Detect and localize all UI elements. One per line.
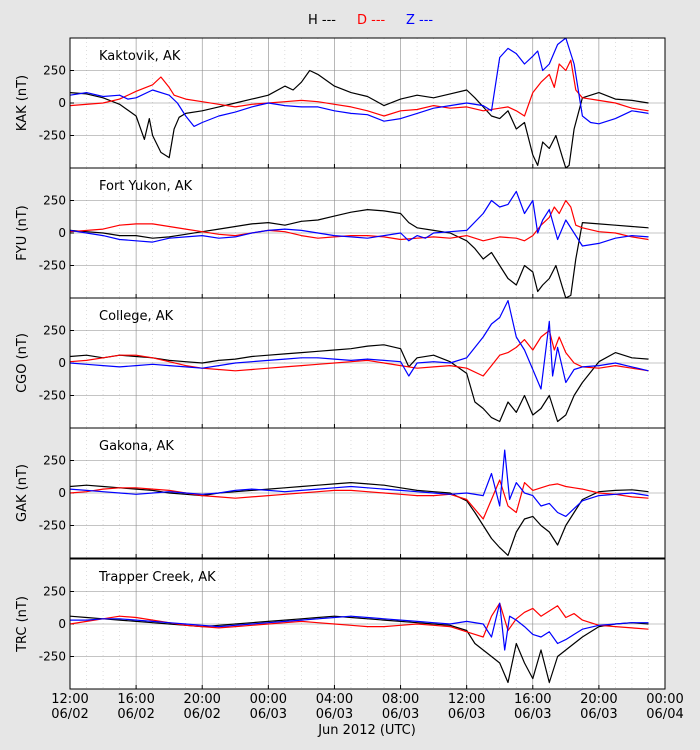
legend: H --- D --- Z --- [308, 13, 433, 28]
x-tick-date: 06/03 [580, 707, 617, 722]
panel-cgo: 250 0 -250 College, AK CGO (nT) [15, 297, 666, 429]
series-h-line [70, 482, 649, 557]
legend-entry-d: D --- [357, 13, 386, 28]
x-tick-date: 06/03 [250, 707, 287, 722]
series-group [70, 300, 649, 423]
series-h-line [70, 344, 649, 423]
panel-frame [69, 558, 666, 690]
x-tick-time: 12:00 [51, 692, 88, 707]
series-z-line [70, 602, 649, 651]
panel-fyu: 250 0 -250 Fort Yukon, AK FYU (nT) [15, 167, 666, 299]
series-h-line [70, 69, 649, 168]
y-tick-label: 0 [58, 356, 66, 370]
series-d-line [70, 59, 649, 117]
x-tick-time: 16:00 [514, 692, 551, 707]
x-tick-time: 20:00 [183, 692, 220, 707]
panel-gak: 250 0 -250 Gakona, AK GAK (nT) [15, 427, 666, 559]
y-tick-label: 250 [43, 64, 66, 78]
x-tick-date: 06/02 [183, 707, 220, 722]
series-z-line [70, 449, 649, 518]
station-name: College, AK [99, 309, 174, 324]
legend-entry-z: Z --- [406, 13, 433, 28]
y-tick-label: -250 [39, 519, 66, 533]
series-d-line [70, 602, 649, 638]
station-name: Kaktovik, AK [99, 49, 181, 64]
station-name: Trapper Creek, AK [98, 570, 216, 585]
x-tick-time: 16:00 [117, 692, 154, 707]
y-tick-label: 0 [58, 486, 66, 500]
series-group [70, 190, 649, 298]
x-tick-date: 06/03 [382, 707, 419, 722]
y-tick-label: -250 [39, 389, 66, 403]
x-tick-date: 06/03 [514, 707, 551, 722]
series-h-line [70, 209, 649, 298]
x-axis-label: Jun 2012 (UTC) [317, 723, 416, 738]
y-tick-label: 0 [58, 617, 66, 631]
y-tick-label: 250 [43, 585, 66, 599]
y-tick-label: -250 [39, 650, 66, 664]
y-tick-label: 250 [43, 324, 66, 338]
series-group [70, 602, 649, 684]
series-group [70, 38, 649, 168]
x-tick-date: 06/02 [51, 707, 88, 722]
y-axis-label: FYU (nT) [15, 205, 30, 260]
y-tick-label: 0 [58, 96, 66, 110]
x-tick-time: 04:00 [316, 692, 353, 707]
y-axis-label: CGO (nT) [15, 333, 30, 393]
legend-entry-h: H --- [308, 13, 336, 28]
x-tick-time: 08:00 [382, 692, 419, 707]
x-tick-time: 00:00 [646, 692, 683, 707]
station-name: Fort Yukon, AK [99, 179, 193, 194]
x-tick-time: 20:00 [580, 692, 617, 707]
y-tick-label: -250 [39, 259, 66, 273]
y-axis-label: KAK (nT) [15, 75, 30, 131]
x-tick-time: 00:00 [250, 692, 287, 707]
series-d-line [70, 199, 649, 242]
station-name: Gakona, AK [99, 439, 174, 454]
panel-trc: 250 0 -250 Trapper Creek, AK TRC (nT) [15, 558, 666, 690]
y-tick-label: 250 [43, 454, 66, 468]
x-tick-date: 06/03 [448, 707, 485, 722]
y-tick-label: 250 [43, 194, 66, 208]
panels: 250 0 -250 Kaktovik, AK KAK (nT) 250 0 -250 Fort… [15, 37, 666, 690]
x-tick-time: 12:00 [448, 692, 485, 707]
y-axis-label: TRC (nT) [15, 596, 30, 653]
x-tick-date: 06/02 [117, 707, 154, 722]
y-tick-label: -250 [39, 129, 66, 143]
series-z-line [70, 300, 649, 390]
panel-frame [69, 427, 666, 559]
panel-kak: 250 0 -250 Kaktovik, AK KAK (nT) [15, 37, 666, 169]
series-group [70, 449, 649, 557]
y-tick-label: 0 [58, 226, 66, 240]
series-z-line [70, 190, 649, 247]
series-d-line [70, 329, 649, 377]
series-z-line [70, 38, 649, 128]
x-tick-date: 06/04 [646, 707, 683, 722]
time-axis: 12:0006/0216:0006/0220:0006/0200:0006/03… [51, 692, 683, 722]
y-axis-label: GAK (nT) [15, 464, 30, 522]
x-tick-date: 06/03 [316, 707, 353, 722]
